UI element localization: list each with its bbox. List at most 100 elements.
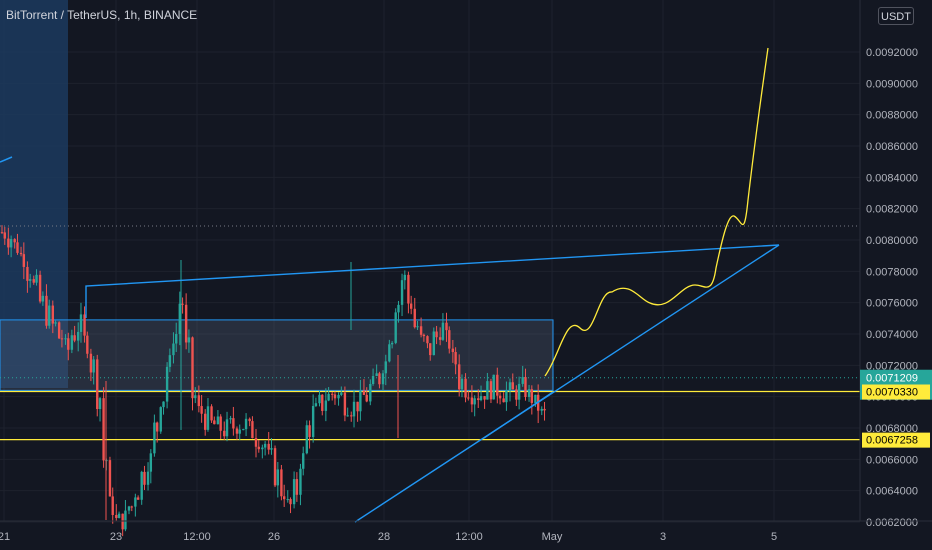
candle-body <box>460 378 464 390</box>
candle-body <box>426 336 429 344</box>
symbol-title: BitTorrent / TetherUS, 1h, BINANCE <box>6 8 198 22</box>
candle-body <box>384 361 387 374</box>
candle-body <box>28 279 32 281</box>
candle-body <box>308 425 311 437</box>
candle-body <box>350 415 353 417</box>
candle-body <box>73 335 76 341</box>
price-axis <box>860 0 932 550</box>
current-price-label: 0.0071209 <box>866 373 918 385</box>
lower-trendline-segment <box>483 391 554 439</box>
candle-body <box>261 447 264 450</box>
candle-body <box>86 335 89 354</box>
candle-body <box>543 408 546 411</box>
x-tick-label: 12:00 <box>183 531 211 543</box>
candle-body <box>400 280 404 305</box>
y-tick-label: 0.0072000 <box>866 360 918 372</box>
candle-body <box>451 348 455 353</box>
candle-body <box>394 312 397 343</box>
candle-body <box>515 389 518 400</box>
candle-body <box>175 334 178 344</box>
candle-body <box>165 366 169 402</box>
candle-body <box>26 266 29 281</box>
x-tick-label: 21 <box>0 531 10 543</box>
y-tick-label: 0.0080000 <box>866 235 918 247</box>
candle-body <box>45 295 48 326</box>
candle-body <box>340 392 343 395</box>
support-upper-tag <box>862 384 930 400</box>
candle-body <box>356 401 359 412</box>
candle-body <box>35 274 38 283</box>
candle-body <box>162 401 165 408</box>
y-tick-label: 0.0076000 <box>866 298 918 310</box>
candle-body <box>257 446 260 450</box>
candle-body <box>492 374 495 400</box>
forecast-path <box>544 47 769 377</box>
candle-body <box>41 295 45 302</box>
candle-body <box>365 394 368 402</box>
candle-body <box>299 468 302 495</box>
candle-body <box>390 342 394 345</box>
candle-body <box>216 416 220 425</box>
x-tick-label: 26 <box>268 531 280 543</box>
candle-body <box>505 390 508 403</box>
candle-body <box>22 254 26 267</box>
candle-body <box>502 398 505 403</box>
candle-body <box>89 353 93 373</box>
x-tick-label: 23 <box>110 531 122 543</box>
candle-body <box>295 479 299 495</box>
candle-body <box>136 497 140 500</box>
y-tick-label: 0.0082000 <box>866 204 918 216</box>
y-tick-label: 0.0068000 <box>866 423 918 435</box>
candle-body <box>413 308 416 328</box>
candle-body <box>540 408 543 411</box>
candle-body <box>200 406 203 414</box>
y-tick-label: 0.0088000 <box>866 110 918 122</box>
candle-body <box>524 377 527 397</box>
candle-body <box>172 343 175 356</box>
candle-body <box>263 443 267 448</box>
candle-body <box>511 382 514 390</box>
candle-body <box>498 395 502 399</box>
candle-body <box>327 393 330 401</box>
candle-body <box>445 322 448 331</box>
candle-body <box>333 394 337 399</box>
candle-body <box>238 429 241 434</box>
candle-body <box>143 471 146 485</box>
candle-body <box>508 382 512 391</box>
candle-body <box>0 232 4 234</box>
candle-body <box>270 448 273 450</box>
candle-body <box>225 419 229 437</box>
candle-body <box>486 381 489 400</box>
candle-body <box>362 390 366 395</box>
candle-body <box>191 337 194 399</box>
candle-body <box>96 359 99 410</box>
candle-body <box>448 330 451 349</box>
candle-body <box>32 279 35 283</box>
candle-body <box>92 359 95 373</box>
candle-body <box>64 338 67 340</box>
candle-body <box>146 471 150 485</box>
y-tick-label: 0.0064000 <box>866 486 918 498</box>
currency-button[interactable]: USDT <box>878 7 914 25</box>
candle-body <box>534 394 537 403</box>
x-tick-label: 12:00 <box>455 531 483 543</box>
candle-body <box>127 506 131 511</box>
candle-body <box>282 496 286 500</box>
candle-body <box>134 497 137 507</box>
candle-body <box>429 343 432 356</box>
candle-body <box>79 314 83 332</box>
support-upper-label: 0.0070330 <box>866 386 918 398</box>
candle-body <box>422 334 426 337</box>
candle-body <box>477 398 480 401</box>
candle-body <box>432 331 435 356</box>
candle-body <box>111 496 114 515</box>
candle-body <box>153 422 156 454</box>
candle-body <box>280 469 283 497</box>
candle-body <box>19 252 23 255</box>
candle-body <box>346 415 349 417</box>
candle-body <box>470 397 474 405</box>
x-tick-label: 3 <box>660 531 666 543</box>
candle-body <box>197 395 201 407</box>
candle-body <box>458 364 461 390</box>
